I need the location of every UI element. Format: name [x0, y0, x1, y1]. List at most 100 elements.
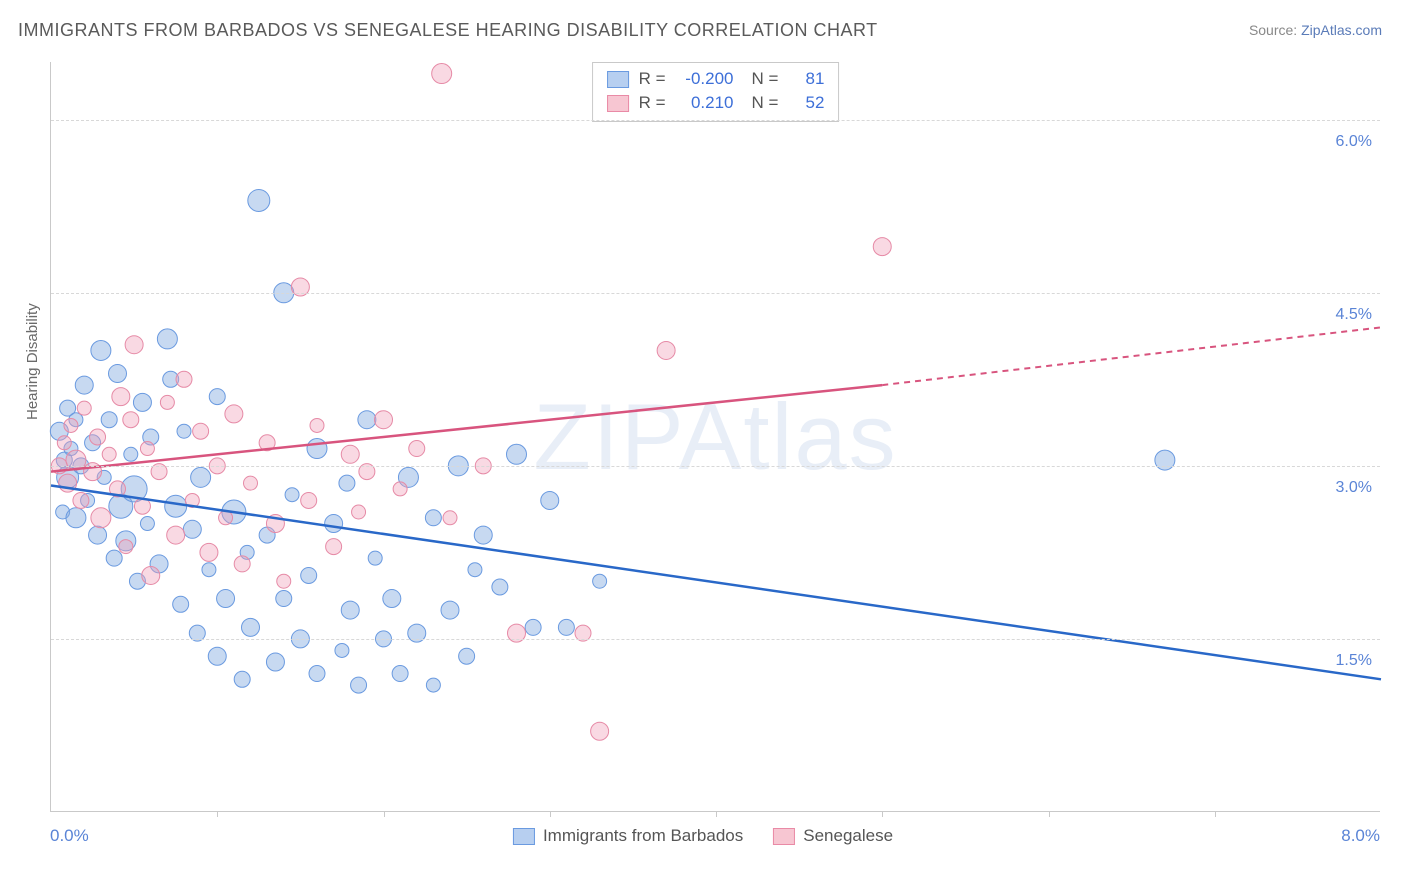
- legend-swatch: [607, 95, 629, 112]
- source-attribution: Source: ZipAtlas.com: [1249, 22, 1382, 38]
- scatter-point: [326, 539, 342, 555]
- scatter-point: [492, 579, 508, 595]
- scatter-point: [474, 526, 492, 544]
- scatter-point: [90, 429, 106, 445]
- scatter-point: [591, 722, 609, 740]
- scatter-point: [109, 365, 127, 383]
- scatter-point: [383, 590, 401, 608]
- scatter-point: [351, 677, 367, 693]
- scatter-point: [310, 418, 324, 432]
- scatter-point: [426, 678, 440, 692]
- y-tick-label: 4.5%: [1336, 306, 1372, 324]
- x-tick: [550, 811, 551, 817]
- x-tick: [217, 811, 218, 817]
- chart-plot-area: ZIPAtlas R =-0.200N =81R =0.210N =52 6.0…: [50, 62, 1380, 812]
- scatter-point: [541, 491, 559, 509]
- scatter-point: [208, 647, 226, 665]
- scatter-point: [244, 476, 258, 490]
- scatter-point: [112, 388, 130, 406]
- scatter-point: [64, 418, 78, 432]
- y-tick-label: 6.0%: [1336, 133, 1372, 151]
- scatter-point: [124, 447, 138, 461]
- scatter-point: [217, 590, 235, 608]
- scatter-point: [119, 540, 133, 554]
- scatter-point: [242, 618, 260, 636]
- y-tick-label: 1.5%: [1336, 652, 1372, 670]
- scatter-point: [468, 563, 482, 577]
- trend-line: [51, 485, 1381, 679]
- scatter-point: [558, 619, 574, 635]
- x-axis-max: 8.0%: [1341, 826, 1380, 846]
- legend-swatch: [513, 828, 535, 845]
- scatter-point: [200, 543, 218, 561]
- scatter-point: [157, 329, 177, 349]
- legend-r-value: 0.210: [676, 93, 734, 113]
- scatter-point: [459, 648, 475, 664]
- grid-line: [51, 293, 1380, 294]
- scatter-point: [91, 340, 111, 360]
- scatter-point: [234, 671, 250, 687]
- scatter-point: [89, 526, 107, 544]
- scatter-point: [276, 591, 292, 607]
- trend-line-extrapolated: [882, 327, 1381, 385]
- y-axis-label: Hearing Disability: [24, 303, 41, 420]
- grid-line: [51, 120, 1380, 121]
- scatter-point: [307, 439, 327, 459]
- scatter-point: [593, 574, 607, 588]
- source-link[interactable]: ZipAtlas.com: [1301, 22, 1382, 38]
- scatter-point: [352, 505, 366, 519]
- scatter-point: [66, 508, 86, 528]
- scatter-point: [133, 393, 151, 411]
- source-label: Source:: [1249, 22, 1301, 38]
- scatter-point: [375, 411, 393, 429]
- legend-swatch: [773, 828, 795, 845]
- scatter-point: [176, 371, 192, 387]
- legend-r-label: R =: [639, 69, 666, 89]
- legend-item: Immigrants from Barbados: [513, 826, 743, 846]
- scatter-point: [167, 526, 185, 544]
- scatter-point: [507, 444, 527, 464]
- legend-swatch: [607, 71, 629, 88]
- grid-line: [51, 466, 1380, 467]
- scatter-point: [234, 556, 250, 572]
- legend-stats-row: R =0.210N =52: [607, 91, 825, 115]
- scatter-point: [177, 424, 191, 438]
- scatter-point: [301, 492, 317, 508]
- legend-n-label: N =: [752, 93, 779, 113]
- grid-line: [51, 639, 1380, 640]
- scatter-point: [285, 488, 299, 502]
- scatter-point: [441, 601, 459, 619]
- scatter-point: [225, 405, 243, 423]
- scatter-point: [392, 666, 408, 682]
- scatter-point: [140, 442, 154, 456]
- scatter-point: [91, 508, 111, 528]
- scatter-point: [335, 643, 349, 657]
- scatter-point: [277, 574, 291, 588]
- scatter-point: [325, 515, 343, 533]
- trend-line: [51, 385, 882, 472]
- x-tick: [384, 811, 385, 817]
- scatter-point: [339, 475, 355, 491]
- scatter-point: [873, 238, 891, 256]
- x-tick: [1215, 811, 1216, 817]
- scatter-point: [309, 666, 325, 682]
- y-tick-label: 3.0%: [1336, 479, 1372, 497]
- x-tick: [1049, 811, 1050, 817]
- bottom-legend: Immigrants from BarbadosSenegalese: [513, 826, 893, 846]
- scatter-point: [393, 482, 407, 496]
- legend-n-value: 52: [788, 93, 824, 113]
- scatter-point: [525, 619, 541, 635]
- scatter-point: [1155, 450, 1175, 470]
- legend-n-value: 81: [788, 69, 824, 89]
- scatter-point: [173, 596, 189, 612]
- scatter-point: [191, 467, 211, 487]
- scatter-point: [165, 495, 187, 517]
- scatter-point: [341, 601, 359, 619]
- scatter-point: [248, 189, 270, 211]
- scatter-point: [57, 436, 71, 450]
- scatter-point: [73, 492, 89, 508]
- scatter-point: [106, 550, 122, 566]
- scatter-point: [102, 447, 116, 461]
- scatter-point: [77, 401, 91, 415]
- legend-stats-row: R =-0.200N =81: [607, 67, 825, 91]
